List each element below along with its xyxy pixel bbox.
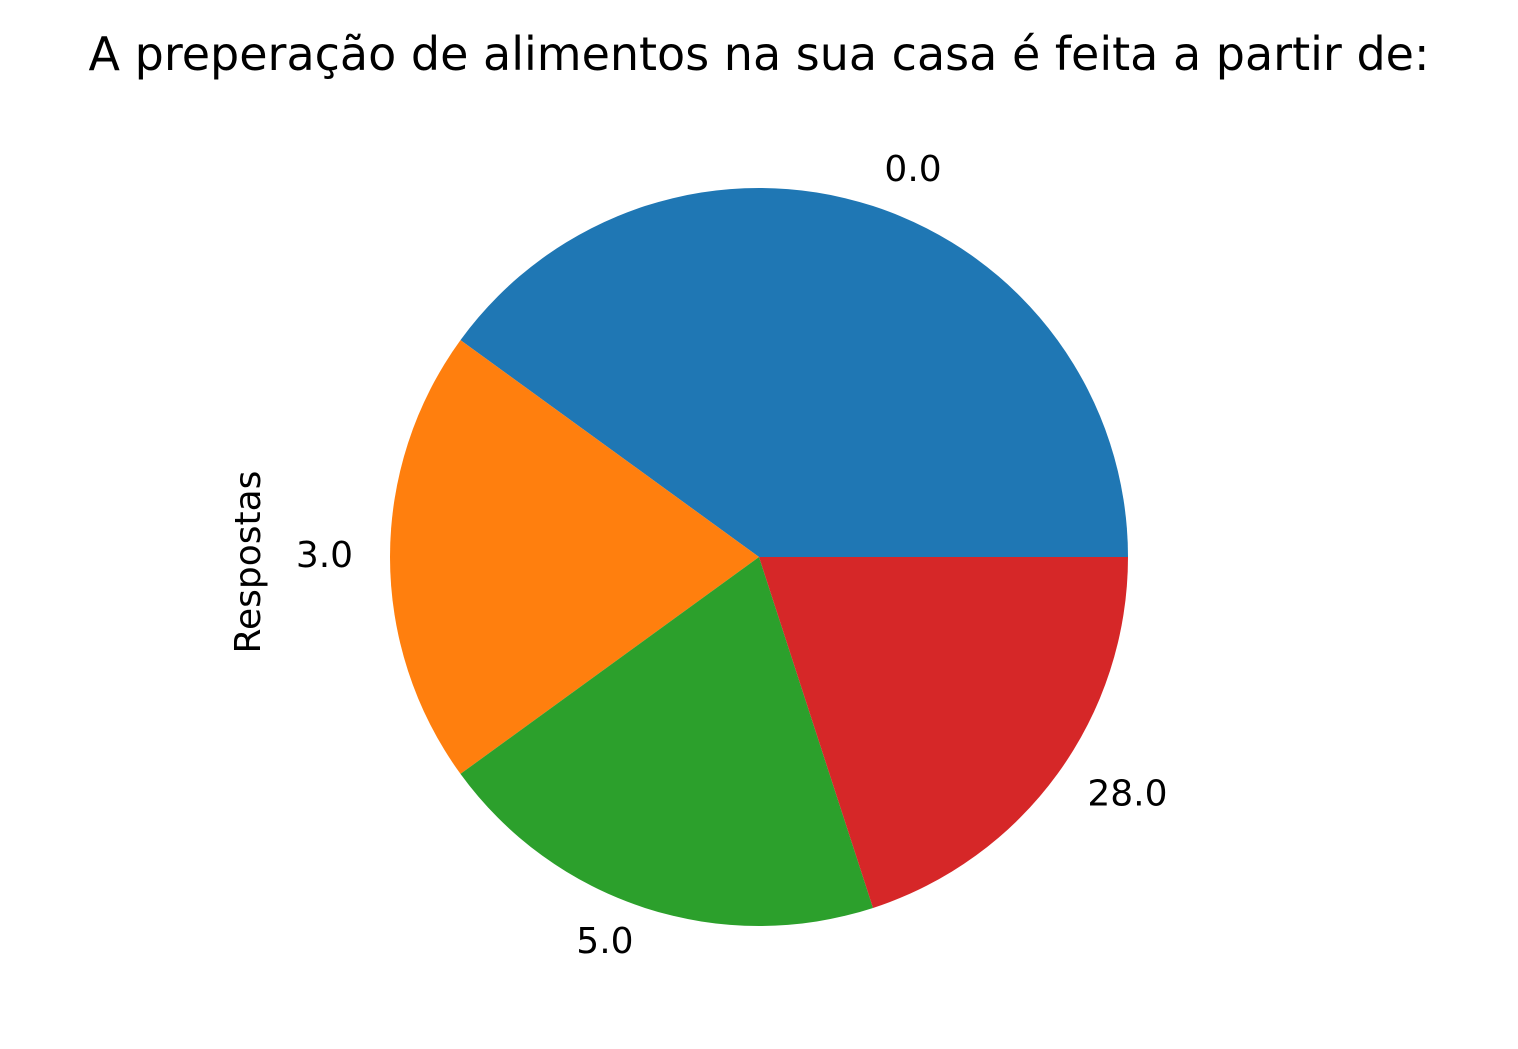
pie-slice-label: 5.0 — [576, 921, 633, 962]
pie-slice-label: 3.0 — [296, 535, 353, 576]
pie-slice-labels: 0.0 3.0 5.0 28.0 — [296, 149, 1168, 962]
pie-slices — [390, 188, 1128, 927]
pie-slice — [390, 340, 759, 774]
pie-slice — [460, 557, 874, 927]
pie-slice-label: 0.0 — [884, 149, 941, 190]
pie-slice-label: 28.0 — [1087, 774, 1167, 815]
y-axis-label: Respostas — [228, 471, 269, 654]
pie-slice — [759, 557, 1128, 908]
chart-title: A preperação de alimentos na sua casa é … — [89, 27, 1430, 81]
pie-slice — [460, 188, 1128, 557]
